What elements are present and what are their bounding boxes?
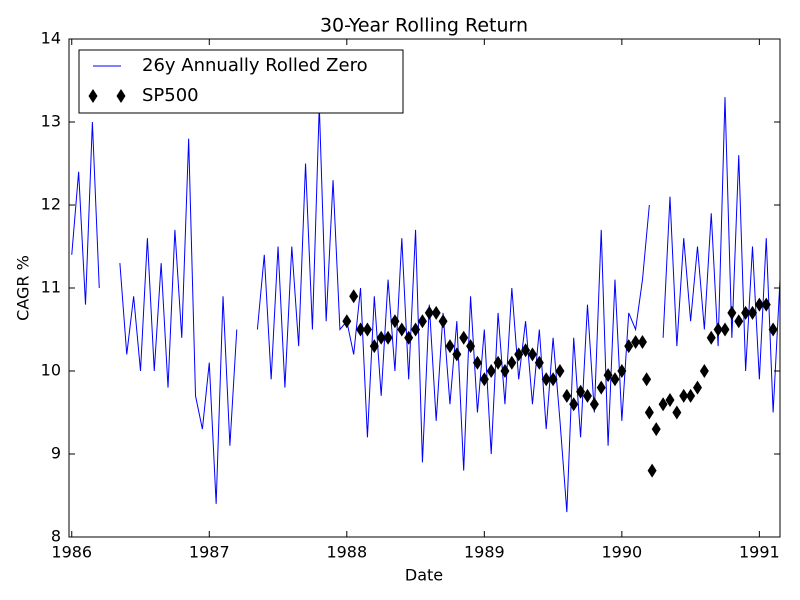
data-point: [582, 388, 592, 403]
data-point: [754, 297, 764, 312]
y-tick-label: 13: [41, 112, 61, 131]
data-point: [534, 355, 544, 370]
y-tick-label: 11: [41, 278, 61, 297]
data-point: [555, 364, 565, 378]
data-point: [631, 334, 641, 349]
data-point: [383, 330, 393, 345]
data-point: [768, 322, 778, 337]
axes: 8 9 10 11 12 13 14 1986 1987 1988 1989 1990 1991 26y …: [41, 29, 781, 562]
data-point: [376, 330, 386, 345]
data-point: [569, 397, 579, 412]
data-point: [720, 322, 730, 337]
data-point: [411, 322, 421, 337]
data-point: [637, 334, 647, 349]
data-point: [617, 364, 627, 378]
data-point: [362, 322, 372, 337]
data-point: [665, 393, 675, 408]
data-point: [589, 397, 599, 412]
x-tick-label: 1988: [326, 543, 367, 562]
data-point: [459, 330, 469, 345]
data-point: [472, 355, 482, 370]
legend-label: 26y Annually Rolled Zero: [142, 55, 368, 76]
x-tick-label: 1989: [464, 543, 505, 562]
data-line: [71, 97, 780, 513]
data-point: [713, 322, 723, 337]
data-point: [514, 347, 524, 362]
data-point: [369, 339, 379, 354]
data-point: [624, 339, 634, 354]
data-point: [692, 380, 702, 395]
data-point: [479, 372, 489, 387]
data-point: [424, 305, 434, 320]
data-point: [596, 380, 606, 395]
data-point: [647, 463, 657, 478]
data-point: [349, 289, 359, 304]
data-point: [610, 372, 620, 387]
data-point: [699, 364, 709, 378]
data-point: [116, 89, 126, 103]
data-point: [356, 322, 366, 337]
y-axis-label: CAGR %: [14, 255, 33, 321]
data-point: [686, 388, 696, 403]
data-point: [404, 330, 414, 345]
x-tick-label: 1987: [189, 543, 230, 562]
y-tick-label: 9: [51, 444, 61, 463]
data-point: [527, 347, 537, 362]
data-point: [521, 343, 531, 358]
legend-box: [78, 49, 404, 114]
y-tick-label: 12: [41, 195, 61, 214]
x-tick-label: 1986: [51, 543, 92, 562]
legend-label: SP500: [142, 85, 199, 106]
data-point: [747, 305, 757, 320]
data-point: [541, 372, 551, 387]
data-point: [417, 314, 427, 329]
plot-area: [71, 97, 780, 513]
data-point: [500, 364, 510, 378]
y-tick-label: 14: [41, 29, 61, 48]
y-tick-label: 8: [51, 527, 61, 546]
data-point: [548, 372, 558, 387]
data-point: [466, 339, 476, 354]
y-tick-label: 10: [41, 361, 61, 380]
data-point: [452, 347, 462, 362]
plot-frame: [68, 38, 781, 538]
data-point: [397, 322, 407, 337]
data-point: [672, 405, 682, 420]
data-point: [603, 368, 613, 383]
data-point: [642, 372, 652, 387]
data-point: [727, 305, 737, 320]
data-point: [342, 314, 352, 329]
data-point: [706, 330, 716, 345]
data-point: [761, 297, 771, 312]
data-point: [644, 405, 654, 420]
data-point: [734, 314, 744, 329]
data-point: [431, 305, 441, 320]
data-point: [88, 89, 98, 103]
data-point: [438, 314, 448, 329]
data-point: [651, 422, 661, 437]
data-point: [562, 388, 572, 403]
chart-title: 30-Year Rolling Return: [320, 15, 528, 37]
data-point: [445, 339, 455, 354]
data-point: [486, 364, 496, 378]
data-point: [576, 384, 586, 399]
data-point: [493, 355, 503, 370]
data-point: [507, 355, 517, 370]
x-tick-label: 1991: [739, 543, 780, 562]
data-point: [658, 397, 668, 412]
data-point: [679, 388, 689, 403]
x-tick-label: 1990: [601, 543, 642, 562]
x-axis-label: Date: [405, 566, 443, 585]
data-point: [390, 314, 400, 329]
data-point: [741, 305, 751, 320]
legend: 26y Annually Rolled Zero SP500: [78, 49, 404, 114]
